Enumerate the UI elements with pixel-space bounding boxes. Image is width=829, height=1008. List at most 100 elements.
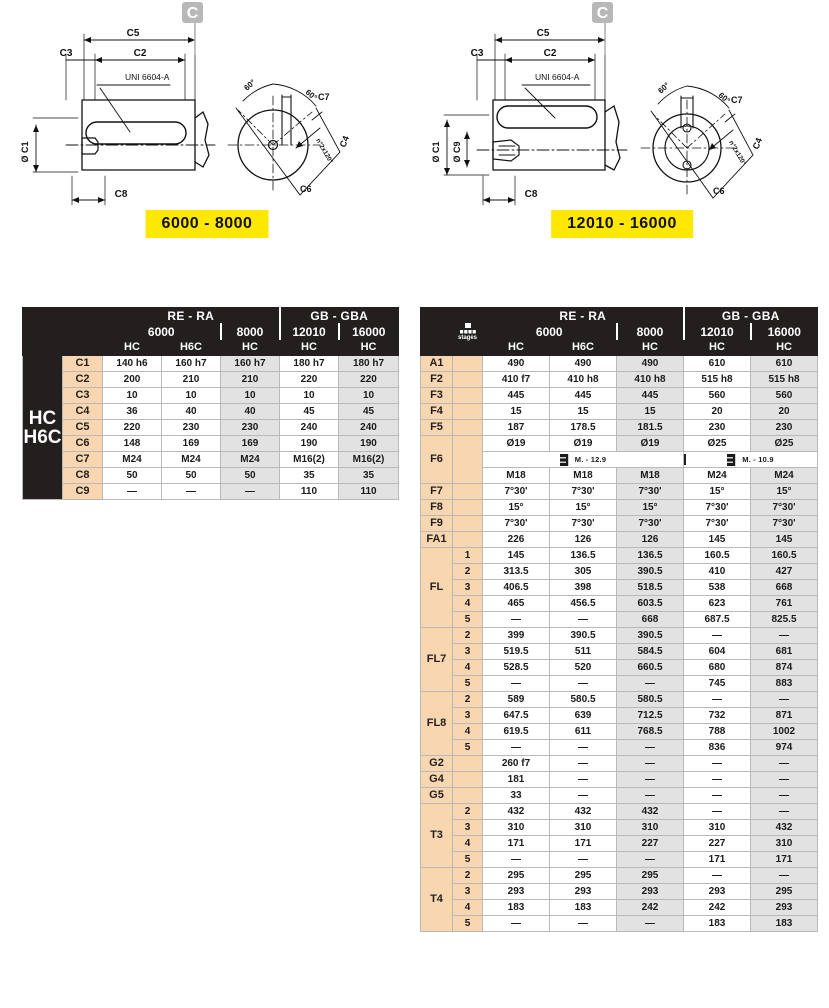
model-header: 16000	[337, 323, 400, 340]
value-cell: 610	[683, 355, 751, 372]
table-row: FL 1 145 136.5 136.5 160.5 160.5	[420, 547, 819, 628]
value-cell: M18	[616, 467, 684, 484]
svg-text:C: C	[187, 5, 199, 22]
svg-text:C3: C3	[60, 48, 73, 59]
row-label-C7: C7	[62, 451, 103, 468]
type-header: HC	[482, 339, 550, 356]
value-cell: 181	[482, 771, 550, 788]
value-cell: 220	[337, 371, 400, 388]
value-cell: 7°30'	[683, 499, 751, 516]
value-cell: 310	[616, 819, 684, 836]
value-cell: M24	[749, 467, 819, 484]
value-cell: 580.5	[549, 691, 617, 708]
value-cell: 171	[683, 851, 751, 868]
group-header: RE - RA	[102, 307, 280, 324]
value-cell: 10	[102, 387, 162, 404]
stage-label: 2	[452, 691, 483, 708]
row-label-C8: C8	[62, 467, 103, 484]
value-cell: 681	[749, 643, 819, 660]
stage-label: 5	[452, 611, 483, 628]
value-cell: 390.5	[616, 563, 684, 580]
value-cell: 40	[161, 403, 221, 420]
value-cell: 230	[161, 419, 221, 436]
header-row-model: 6000 8000 12010 16000	[421, 323, 819, 340]
diagram-area: C5 C2 C3 C8 Ø C1 UNI 6604-A 60° 60° C7 C…	[0, 0, 829, 258]
value-cell: 410	[683, 563, 751, 580]
value-cell: 399	[482, 627, 550, 644]
value-cell: 35	[337, 467, 400, 484]
value-cell: 183	[482, 899, 550, 916]
diagram-panel-6000-8000: C5 C2 C3 C8 Ø C1 UNI 6604-A 60° 60° C7 C…	[0, 0, 414, 258]
value-cell: 874	[749, 659, 819, 676]
stage-label	[452, 531, 483, 548]
value-cell: 183	[749, 915, 819, 932]
value-cell: 310	[482, 819, 550, 836]
value-cell: 603.5	[616, 595, 684, 612]
value-cell: 619.5	[482, 723, 550, 740]
value-cell: 181.5	[616, 419, 684, 436]
value-cell: 427	[749, 563, 819, 580]
value-cell: 604	[683, 643, 751, 660]
stage-label: 2	[452, 627, 483, 644]
row-label-FL7: FL7	[420, 627, 453, 692]
group-header: GB - GBA	[278, 307, 400, 324]
group-header: GB - GBA	[682, 307, 819, 324]
stage-label: 2	[452, 803, 483, 820]
svg-text:C4: C4	[338, 134, 352, 148]
row-label-F3: F3	[420, 387, 453, 404]
type-header: H6C	[161, 339, 221, 356]
value-cell: 10	[220, 387, 280, 404]
value-cell: —	[482, 851, 550, 868]
dimension-table-f: stages RE - RA GB - GBA 6000 8000 12010 16000 H…	[420, 307, 819, 932]
value-cell: 10	[337, 387, 400, 404]
bolt-class-right: M. - 10.9	[682, 451, 819, 468]
table-row: 5— — —836 974	[421, 739, 819, 756]
value-cell: 230	[749, 419, 819, 436]
header-row-model: 6000 8000 12010 16000	[23, 323, 400, 340]
value-cell: Ø19	[549, 435, 617, 452]
value-cell: 180 h7	[279, 355, 339, 372]
value-cell: 610	[749, 355, 819, 372]
value-cell: —	[749, 771, 819, 788]
value-cell: 242	[683, 899, 751, 916]
value-cell: 293	[482, 883, 550, 900]
stages-icon	[459, 322, 476, 333]
row-label-G4: G4	[420, 771, 453, 788]
row-label-F6: F6	[420, 435, 453, 484]
stages-header-label: stages	[457, 334, 477, 341]
table-row: FL7 2 399 390.5 390.5— —	[420, 627, 819, 692]
value-cell: 668	[749, 579, 819, 596]
table-head: stages RE - RA GB - GBA 6000 8000 12010 16000 H…	[420, 307, 819, 356]
value-cell: —	[161, 483, 221, 500]
value-cell: 538	[683, 579, 751, 596]
value-cell: 145	[749, 531, 819, 548]
value-cell: 187	[482, 419, 550, 436]
value-cell: 171	[749, 851, 819, 868]
value-cell: 160 h7	[161, 355, 221, 372]
value-cell: M24	[220, 451, 280, 468]
table-row: F5 187 178.5 181.5 230 230	[420, 419, 819, 436]
value-cell: 432	[549, 803, 617, 820]
row-label-C3: C3	[62, 387, 103, 404]
stage-label	[452, 355, 483, 372]
table-row: G4 181— — — —	[420, 771, 819, 788]
value-cell: 110	[279, 483, 339, 500]
value-cell: 7°30'	[683, 515, 751, 532]
svg-text:C5: C5	[127, 28, 140, 39]
type-header: HC	[220, 339, 280, 356]
value-cell: 7°30'	[749, 515, 819, 532]
svg-text:C2: C2	[544, 48, 557, 59]
stage-label: 5	[452, 739, 483, 756]
value-cell: 15	[482, 403, 550, 420]
table-row: T4 2 295 295 295— —	[420, 867, 819, 932]
table-row: 4 528.5 520 660.5 680 874	[421, 659, 819, 676]
svg-text:UNI 6604-A: UNI 6604-A	[535, 72, 580, 82]
type-header: HC	[683, 339, 751, 356]
value-cell: 10	[161, 387, 221, 404]
value-cell: 160.5	[683, 547, 751, 564]
row-label-C9: C9	[62, 483, 103, 500]
value-cell: —	[616, 755, 684, 772]
group-header: RE - RA	[482, 307, 684, 324]
value-cell: —	[749, 803, 819, 820]
value-cell: —	[220, 483, 280, 500]
